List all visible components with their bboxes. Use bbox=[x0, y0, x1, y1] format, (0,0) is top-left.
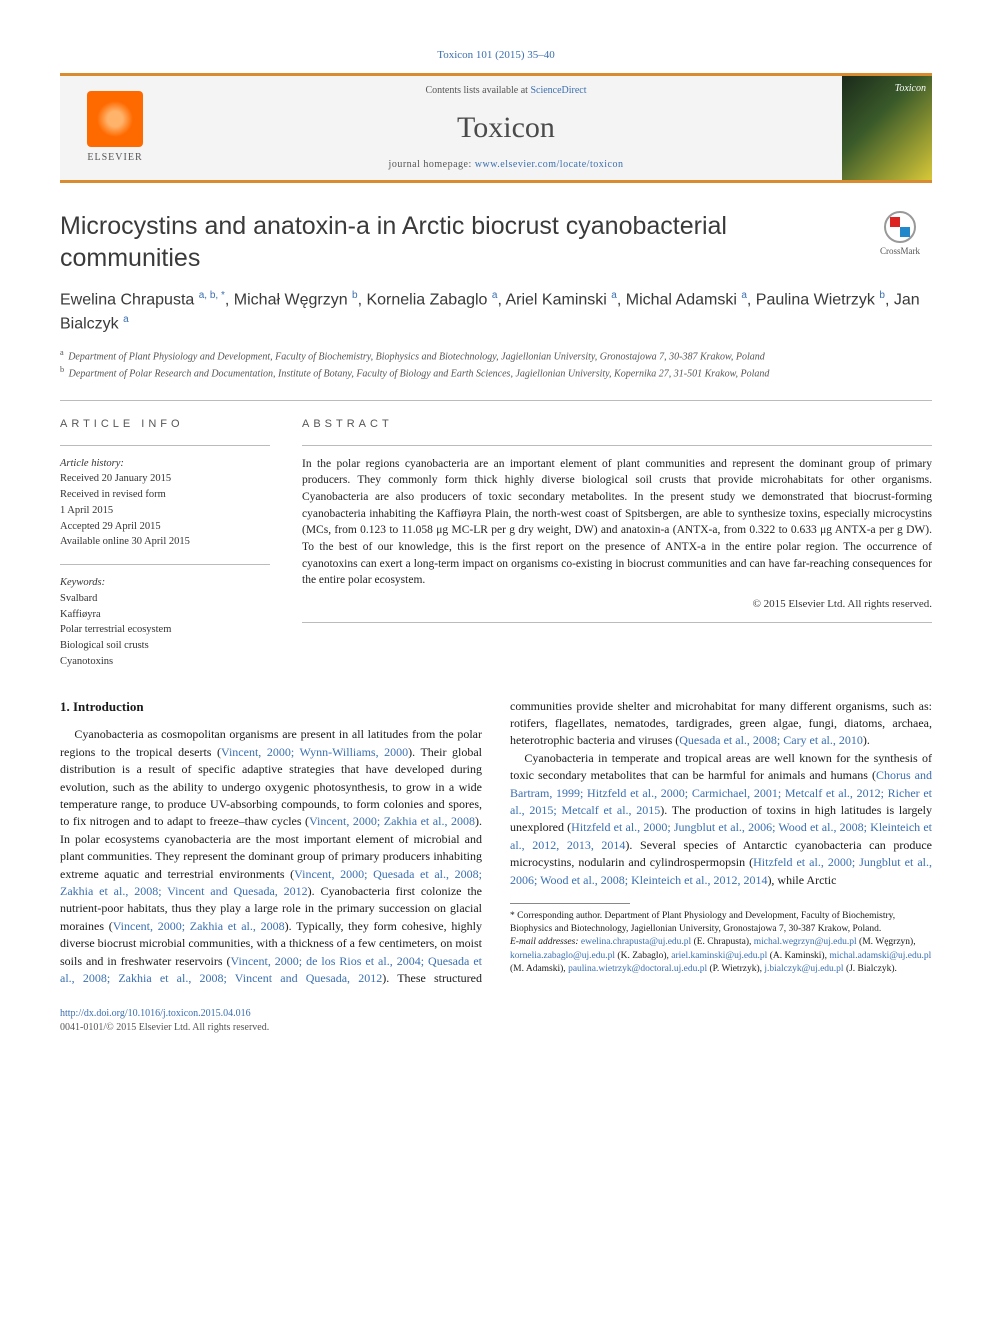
divider bbox=[60, 445, 270, 446]
citation-link[interactable]: Vincent, 2000; Wynn-Williams, 2000 bbox=[221, 745, 408, 759]
history-line: Received 20 January 2015 bbox=[60, 471, 270, 487]
author-email[interactable]: paulina.wietrzyk@doctoral.uj.edu.pl bbox=[568, 964, 707, 974]
issn-copyright: 0041-0101/© 2015 Elsevier Ltd. All right… bbox=[60, 1022, 269, 1033]
email-author-name: (E. Chrapusta), bbox=[691, 937, 754, 947]
section-heading-introduction: 1. Introduction bbox=[60, 698, 482, 717]
journal-cover-thumb: Toxicon bbox=[842, 76, 932, 180]
elsevier-logo-icon bbox=[87, 91, 143, 147]
article-history: Article history: Received 20 January 201… bbox=[60, 456, 270, 551]
abstract-copyright: © 2015 Elsevier Ltd. All rights reserved… bbox=[302, 597, 932, 612]
email-author-name: (M. Adamski), bbox=[510, 964, 568, 974]
email-label: E-mail addresses: bbox=[510, 937, 581, 947]
corresponding-author-footnote: * Corresponding author. Department of Pl… bbox=[510, 910, 932, 976]
history-line: 1 April 2015 bbox=[60, 503, 270, 519]
email-author-name: (K. Zabaglo), bbox=[615, 951, 671, 961]
journal-name: Toxicon bbox=[457, 107, 555, 149]
article-info-label: ARTICLE INFO bbox=[60, 417, 270, 432]
author-email[interactable]: kornelia.zabaglo@uj.edu.pl bbox=[510, 951, 615, 961]
intro-paragraph-2: Cyanobacteria in temperate and tropical … bbox=[510, 750, 932, 889]
article-title: Microcystins and anatoxin-a in Arctic bi… bbox=[60, 211, 820, 274]
text-run: Cyanobacteria in temperate and tropical … bbox=[510, 751, 932, 782]
homepage-line: journal homepage: www.elsevier.com/locat… bbox=[389, 158, 624, 172]
author-email[interactable]: ewelina.chrapusta@uj.edu.pl bbox=[581, 937, 691, 947]
keyword: Polar terrestrial ecosystem bbox=[60, 622, 270, 638]
text-run: ). bbox=[863, 733, 870, 747]
publisher-name: ELSEVIER bbox=[87, 151, 142, 165]
affiliation-line: b Department of Polar Research and Docum… bbox=[60, 364, 932, 382]
citation-line: Toxicon 101 (2015) 35–40 bbox=[60, 48, 932, 63]
text-run: ), while Arctic bbox=[767, 873, 836, 887]
sciencedirect-link[interactable]: ScienceDirect bbox=[530, 85, 586, 96]
author-email[interactable]: michal.wegrzyn@uj.edu.pl bbox=[754, 937, 857, 947]
citation-link[interactable]: Quesada et al., 2008; Cary et al., 2010 bbox=[679, 733, 863, 747]
keyword: Kaffiøyra bbox=[60, 607, 270, 623]
body-two-column: 1. Introduction Cyanobacteria as cosmopo… bbox=[60, 698, 932, 988]
crossmark-badge[interactable]: CrossMark bbox=[868, 211, 932, 258]
email-author-name: (P. Wietrzyk), bbox=[707, 964, 764, 974]
footnote-star: * bbox=[510, 911, 515, 921]
divider bbox=[302, 622, 932, 623]
author-email[interactable]: j.bialczyk@uj.edu.pl bbox=[764, 964, 843, 974]
footnote-separator bbox=[510, 903, 630, 904]
journal-masthead: ELSEVIER Contents lists available at Sci… bbox=[60, 73, 932, 183]
abstract-column: ABSTRACT In the polar regions cyanobacte… bbox=[302, 417, 932, 669]
abstract-text: In the polar regions cyanobacteria are a… bbox=[302, 456, 932, 589]
contents-prefix: Contents lists available at bbox=[425, 85, 530, 96]
citation-link[interactable]: Vincent, 2000; Zakhia et al., 2008 bbox=[309, 814, 475, 828]
cover-title: Toxicon bbox=[895, 82, 926, 96]
affiliations: a Department of Plant Physiology and Dev… bbox=[60, 347, 932, 383]
history-line: Available online 30 April 2015 bbox=[60, 534, 270, 550]
contents-line: Contents lists available at ScienceDirec… bbox=[425, 84, 586, 98]
author-email[interactable]: michal.adamski@uj.edu.pl bbox=[829, 951, 931, 961]
citation-link[interactable]: Vincent, 2000; Zakhia et al., 2008 bbox=[113, 919, 285, 933]
keywords-header: Keywords: bbox=[60, 575, 270, 591]
page-footer: http://dx.doi.org/10.1016/j.toxicon.2015… bbox=[60, 1007, 932, 1035]
abstract-label: ABSTRACT bbox=[302, 417, 932, 432]
citation-link[interactable]: Vincent, 2000; Quesada et al., 2008; bbox=[294, 867, 482, 881]
history-line: Accepted 29 April 2015 bbox=[60, 519, 270, 535]
citation-text[interactable]: Toxicon 101 (2015) 35–40 bbox=[437, 49, 554, 61]
email-author-name: (J. Bialczyk). bbox=[844, 964, 897, 974]
divider bbox=[60, 564, 270, 565]
history-header: Article history: bbox=[60, 456, 270, 472]
doi-link[interactable]: http://dx.doi.org/10.1016/j.toxicon.2015… bbox=[60, 1008, 251, 1019]
homepage-prefix: journal homepage: bbox=[389, 159, 475, 170]
article-info-column: ARTICLE INFO Article history: Received 2… bbox=[60, 417, 270, 669]
keywords-block: Keywords: SvalbardKaffiøyraPolar terrest… bbox=[60, 575, 270, 670]
citation-link[interactable]: Zakhia et al., 2008; Vincent and Quesada… bbox=[60, 884, 308, 898]
publisher-block: ELSEVIER bbox=[60, 76, 170, 180]
divider bbox=[302, 445, 932, 446]
keyword: Biological soil crusts bbox=[60, 638, 270, 654]
keyword: Svalbard bbox=[60, 591, 270, 607]
masthead-center: Contents lists available at ScienceDirec… bbox=[170, 76, 842, 180]
crossmark-label: CrossMark bbox=[880, 245, 920, 258]
email-author-name: (A. Kaminski), bbox=[767, 951, 829, 961]
crossmark-icon bbox=[884, 211, 916, 243]
author-list: Ewelina Chrapusta a, b, *, Michał Węgrzy… bbox=[60, 288, 932, 337]
keyword: Cyanotoxins bbox=[60, 654, 270, 670]
affiliation-line: a Department of Plant Physiology and Dev… bbox=[60, 347, 932, 365]
history-line: Received in revised form bbox=[60, 487, 270, 503]
corresponding-text: Corresponding author. Department of Plan… bbox=[510, 911, 895, 934]
author-email[interactable]: ariel.kaminski@uj.edu.pl bbox=[671, 951, 767, 961]
email-author-name: (M. Węgrzyn), bbox=[857, 937, 916, 947]
homepage-link[interactable]: www.elsevier.com/locate/toxicon bbox=[475, 159, 624, 170]
